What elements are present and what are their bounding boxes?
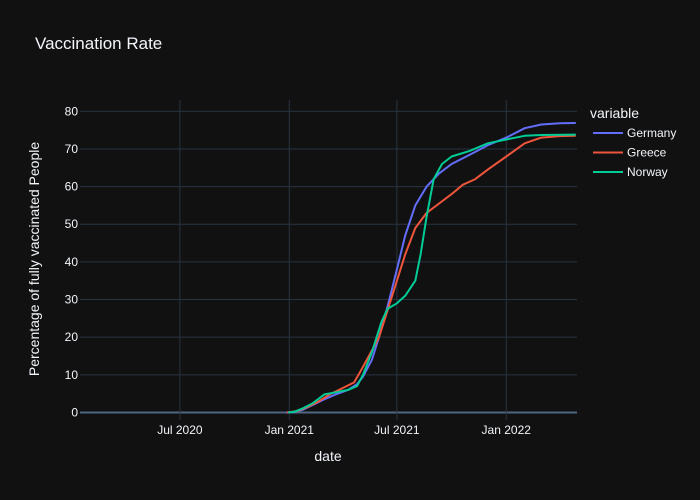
y-tick-label: 40	[65, 255, 79, 269]
x-axis-label: date	[314, 448, 341, 464]
x-tick-label: Jan 2021	[265, 423, 315, 437]
y-tick-label: 50	[65, 217, 79, 231]
x-tick-label: Jul 2021	[374, 423, 420, 437]
y-tick-label: 60	[65, 180, 79, 194]
y-tick-label: 20	[65, 330, 79, 344]
chart-title: Vaccination Rate	[35, 34, 163, 53]
series-lines	[286, 122, 576, 414]
legend-title: variable	[590, 105, 639, 121]
legend-label-greece: Greece	[627, 146, 667, 160]
legend: variable Germany Greece Norway	[590, 105, 676, 179]
y-tick-label: 0	[71, 405, 78, 419]
x-axis-ticks: Jul 2020 Jan 2021 Jul 2021 Jan 2022	[157, 423, 531, 437]
x-tick-label: Jul 2020	[157, 423, 203, 437]
y-tick-label: 70	[65, 142, 79, 156]
y-tick-label: 10	[65, 368, 79, 382]
legend-label-norway: Norway	[627, 165, 668, 179]
y-axis-ticks: 0 10 20 30 40 50 60 70 80	[65, 104, 79, 419]
series-line-greece	[286, 134, 576, 414]
series-line-norway	[287, 133, 576, 414]
y-axis-label: Percentage of fully vaccinated People	[26, 142, 42, 376]
series-line-germany	[286, 122, 576, 414]
x-tick-label: Jan 2022	[482, 423, 532, 437]
legend-label-germany: Germany	[627, 126, 676, 140]
y-tick-label: 30	[65, 293, 79, 307]
y-tick-label: 80	[65, 104, 79, 118]
gridlines	[80, 100, 577, 420]
